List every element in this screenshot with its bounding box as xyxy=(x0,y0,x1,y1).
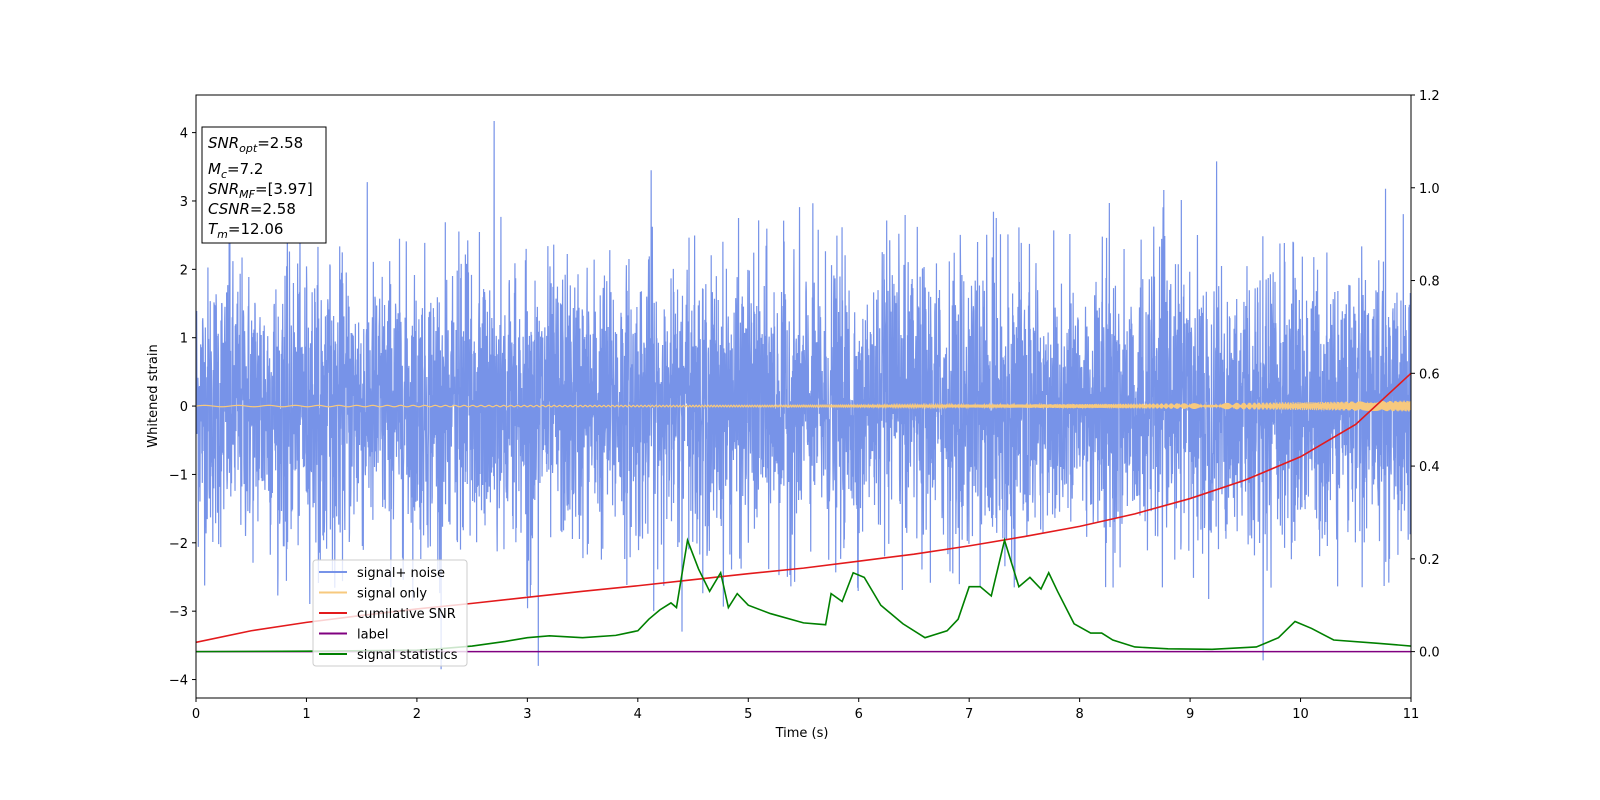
x-tick-label: 10 xyxy=(1292,707,1309,722)
series-signal-only-line xyxy=(196,400,1411,412)
y-left-tick-label: −1 xyxy=(169,468,188,483)
x-tick-label: 9 xyxy=(1186,707,1194,722)
y-right-tick-label: 1.0 xyxy=(1419,182,1440,197)
info-subscript: c xyxy=(221,168,227,181)
info-var: CSNR xyxy=(208,200,250,218)
y-left-tick-label: 4 xyxy=(180,127,188,142)
legend-label: signal+ noise xyxy=(357,566,445,581)
y-left-tick-label: −3 xyxy=(169,605,188,620)
info-box-line: Tm=12.06 xyxy=(208,220,283,241)
legend-label: cumilative SNR xyxy=(357,607,456,622)
legend-label: label xyxy=(357,628,388,643)
x-tick-label: 5 xyxy=(744,707,752,722)
y-left-tick-label: 3 xyxy=(180,195,188,210)
x-tick-label: 8 xyxy=(1075,707,1083,722)
y-right-tick-label: 0.8 xyxy=(1419,275,1440,290)
y-right-tick-label: 1.2 xyxy=(1419,89,1440,104)
y-left-tick-label: 0 xyxy=(180,400,188,415)
x-tick-label: 6 xyxy=(855,707,863,722)
y-left-tick-label: −4 xyxy=(169,674,188,689)
x-tick-label: 2 xyxy=(413,707,421,722)
info-value: =[3.97] xyxy=(255,180,313,198)
info-box-line: SNRMF=[3.97] xyxy=(208,180,313,201)
info-value: =7.2 xyxy=(227,160,263,178)
legend-label: signal statistics xyxy=(357,648,458,663)
info-value: =12.06 xyxy=(228,220,284,238)
y-right-tick-label: 0.4 xyxy=(1419,460,1440,475)
x-axis-label: Time (s) xyxy=(775,726,829,741)
info-var: T xyxy=(208,220,219,238)
x-tick-label: 7 xyxy=(965,707,973,722)
y-left-tick-label: 1 xyxy=(180,332,188,347)
info-value: =2.58 xyxy=(250,200,296,218)
info-box-line: Mc=7.2 xyxy=(208,160,263,181)
plot-frame xyxy=(195,94,1412,699)
y-left-tick-label: −2 xyxy=(169,537,188,552)
y-axis-label: Whitened strain xyxy=(146,344,161,447)
y-right-tick-label: 0.0 xyxy=(1419,646,1440,661)
x-tick-label: 3 xyxy=(523,707,531,722)
y-right-tick-label: 0.6 xyxy=(1419,367,1440,382)
y-right-tick-label: 0.2 xyxy=(1419,553,1440,568)
legend: signal+ noise signal only cumilative SNR la… xyxy=(312,559,468,667)
info-var: M xyxy=(208,160,221,178)
x-tick-label: 1 xyxy=(302,707,310,722)
x-tick-label: 0 xyxy=(192,707,200,722)
info-subscript: MF xyxy=(239,188,255,201)
info-var: SNR xyxy=(208,180,239,198)
info-var: SNR xyxy=(208,134,239,152)
series-signal-plus-noise-line xyxy=(196,120,1411,670)
info-box: SNRopt=2.58Mc=7.2SNRMF=[3.97]CSNR=2.58Tm… xyxy=(201,126,327,244)
legend-label: signal only xyxy=(357,587,427,602)
info-box-line: CSNR=2.58 xyxy=(208,200,296,218)
y-left-tick-label: 2 xyxy=(180,263,188,278)
info-subscript: opt xyxy=(239,142,258,155)
info-box-line: SNRopt=2.58 xyxy=(208,134,303,155)
series-signal-statistics-line xyxy=(196,537,1411,653)
x-tick-label: 11 xyxy=(1403,707,1420,722)
info-value: =2.58 xyxy=(257,134,303,152)
x-tick-label: 4 xyxy=(634,707,642,722)
info-subscript: m xyxy=(217,228,228,241)
